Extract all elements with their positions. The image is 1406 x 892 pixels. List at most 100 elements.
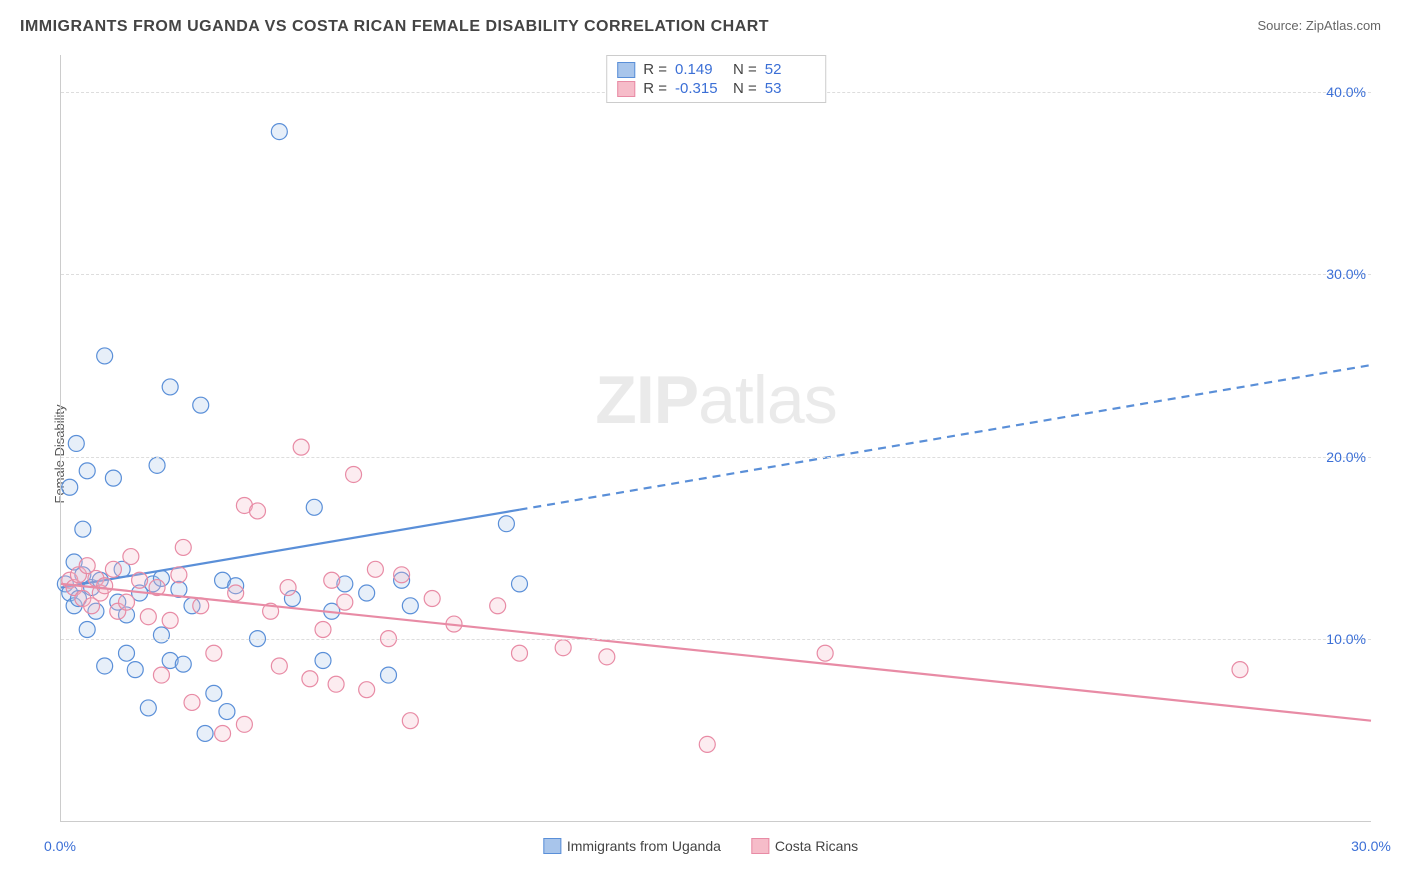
series-legend: Immigrants from Uganda Costa Ricans [543, 838, 858, 854]
data-point [280, 580, 296, 596]
data-point [394, 567, 410, 583]
data-point [324, 572, 340, 588]
trend-line [61, 584, 1371, 721]
legend-swatch [751, 838, 769, 854]
data-point [512, 576, 528, 592]
stats-legend: R = 0.149 N = 52 R = -0.315 N = 53 [606, 55, 826, 103]
legend-swatch [617, 81, 635, 97]
data-point [306, 499, 322, 515]
data-point [162, 612, 178, 628]
data-point [193, 598, 209, 614]
stat-n-value: 52 [765, 61, 815, 78]
data-point [97, 658, 113, 674]
data-point [359, 585, 375, 601]
legend-item: Costa Ricans [751, 838, 858, 854]
chart-title: IMMIGRANTS FROM UGANDA VS COSTA RICAN FE… [20, 18, 769, 36]
data-point [68, 435, 84, 451]
y-tick-label: 20.0% [1326, 449, 1366, 465]
legend-swatch [543, 838, 561, 854]
data-point [206, 645, 222, 661]
data-point [140, 609, 156, 625]
data-point [97, 578, 113, 594]
x-tick-label: 30.0% [1351, 838, 1391, 854]
data-point [359, 682, 375, 698]
y-tick-label: 40.0% [1326, 84, 1366, 100]
data-point [599, 649, 615, 665]
legend-label: Costa Ricans [775, 838, 858, 854]
data-point [424, 591, 440, 607]
stats-legend-row: R = -0.315 N = 53 [617, 79, 815, 98]
legend-item: Immigrants from Uganda [543, 838, 721, 854]
stat-r-value: -0.315 [675, 80, 725, 97]
data-point [97, 348, 113, 364]
scatter-svg [61, 55, 1371, 821]
data-point [132, 572, 148, 588]
data-point [1232, 662, 1248, 678]
data-point [175, 539, 191, 555]
x-tick-label: 0.0% [44, 838, 76, 854]
legend-label: Immigrants from Uganda [567, 838, 721, 854]
stats-legend-row: R = 0.149 N = 52 [617, 60, 815, 79]
gridline [61, 274, 1371, 275]
data-point [193, 397, 209, 413]
data-point [127, 662, 143, 678]
data-point [337, 594, 353, 610]
data-point [328, 676, 344, 692]
data-point [293, 439, 309, 455]
gridline [61, 457, 1371, 458]
data-point [149, 457, 165, 473]
gridline [61, 639, 1371, 640]
y-tick-label: 30.0% [1326, 266, 1366, 282]
plot-area: ZIPatlas R =0.149N =52R =-0.315N =53 10.… [60, 55, 1371, 822]
data-point [512, 645, 528, 661]
y-tick-label: 10.0% [1326, 631, 1366, 647]
trend-line-dashed [520, 365, 1372, 510]
data-point [367, 561, 383, 577]
stat-r-label: R = [643, 80, 667, 97]
data-point [315, 622, 331, 638]
data-point [250, 503, 266, 519]
stat-n-value: 53 [765, 80, 815, 97]
data-point [219, 704, 235, 720]
data-point [271, 658, 287, 674]
data-point [302, 671, 318, 687]
data-point [162, 379, 178, 395]
data-point [498, 516, 514, 532]
data-point [123, 549, 139, 565]
chart-container: Female Disability ZIPatlas R =0.149N =52… [20, 45, 1381, 862]
stat-n-label: N = [733, 61, 757, 78]
data-point [490, 598, 506, 614]
data-point [699, 736, 715, 752]
data-point [105, 561, 121, 577]
data-point [119, 594, 135, 610]
data-point [381, 667, 397, 683]
data-point [119, 645, 135, 661]
data-point [271, 124, 287, 140]
data-point [555, 640, 571, 656]
data-point [236, 716, 252, 732]
data-point [153, 627, 169, 643]
stat-r-value: 0.149 [675, 61, 725, 78]
data-point [175, 656, 191, 672]
data-point [215, 725, 231, 741]
data-point [184, 694, 200, 710]
data-point [79, 622, 95, 638]
data-point [153, 667, 169, 683]
source-label: Source: ZipAtlas.com [1257, 18, 1381, 33]
data-point [105, 470, 121, 486]
data-point [79, 463, 95, 479]
data-point [62, 479, 78, 495]
data-point [346, 466, 362, 482]
data-point [817, 645, 833, 661]
data-point [140, 700, 156, 716]
data-point [171, 567, 187, 583]
stat-r-label: R = [643, 61, 667, 78]
data-point [206, 685, 222, 701]
data-point [402, 598, 418, 614]
data-point [75, 521, 91, 537]
data-point [402, 713, 418, 729]
data-point [228, 585, 244, 601]
data-point [315, 653, 331, 669]
data-point [197, 725, 213, 741]
stat-n-label: N = [733, 80, 757, 97]
